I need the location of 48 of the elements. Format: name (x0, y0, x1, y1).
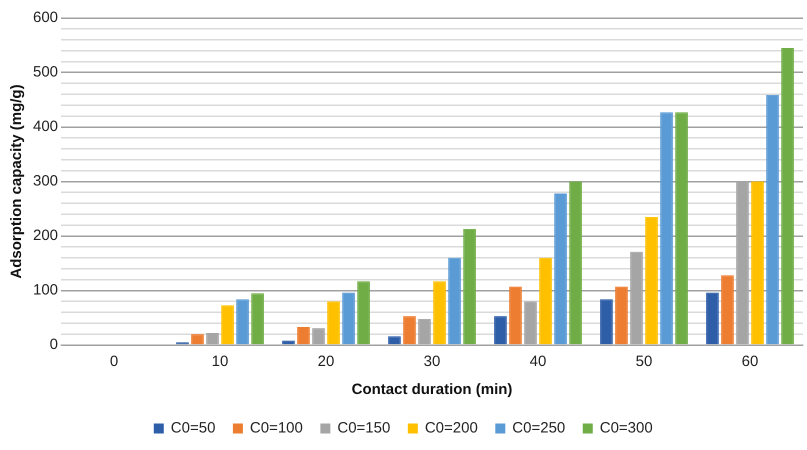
bar (600, 299, 613, 344)
y-tick-label: 300 (32, 172, 58, 190)
bar (675, 112, 688, 344)
y-tick-label: 200 (32, 227, 58, 244)
bar (569, 182, 582, 344)
y-tick-label: 0 (50, 336, 58, 354)
bar (433, 281, 446, 344)
bar (403, 316, 416, 344)
bar (221, 305, 234, 344)
legend-label: C0=250 (512, 420, 566, 437)
x-tick-label: 10 (212, 353, 228, 370)
bar (342, 292, 355, 344)
bar (554, 193, 567, 344)
legend-label: C0=100 (250, 420, 303, 437)
bar (660, 112, 673, 344)
y-tick-label: 400 (32, 118, 58, 136)
bar (706, 292, 719, 344)
x-tick-label: 60 (742, 353, 758, 370)
bar (766, 94, 779, 344)
legend-label: C0=200 (424, 420, 478, 437)
y-axis-title: Adsorption capacity (mg/g) (8, 84, 26, 279)
bar (539, 258, 552, 344)
legend-label: C0=50 (170, 420, 216, 437)
y-tick-label: 100 (32, 282, 58, 299)
x-axis-title: Contact duration (min) (352, 381, 512, 398)
bar (781, 48, 794, 344)
bar (448, 258, 461, 344)
y-tick-label: 600 (32, 9, 58, 26)
x-tick-label: 20 (318, 353, 334, 370)
bar (645, 216, 658, 344)
bar (751, 182, 764, 344)
bar (494, 316, 507, 344)
bar (463, 228, 476, 344)
bar (236, 299, 249, 344)
bar (615, 286, 628, 344)
bar (327, 301, 340, 344)
x-tick-label: 0 (110, 353, 118, 370)
y-tick-label: 500 (32, 64, 58, 81)
legend-label: C0=300 (600, 420, 653, 437)
bar (282, 340, 295, 344)
x-tick-label: 50 (636, 353, 652, 370)
legend-label: C0=150 (337, 420, 390, 437)
bar (251, 293, 264, 344)
x-tick-label: 30 (424, 353, 440, 370)
bar (357, 281, 370, 344)
bar (509, 286, 522, 344)
x-tick-label: 40 (530, 353, 546, 370)
bar (721, 275, 734, 344)
